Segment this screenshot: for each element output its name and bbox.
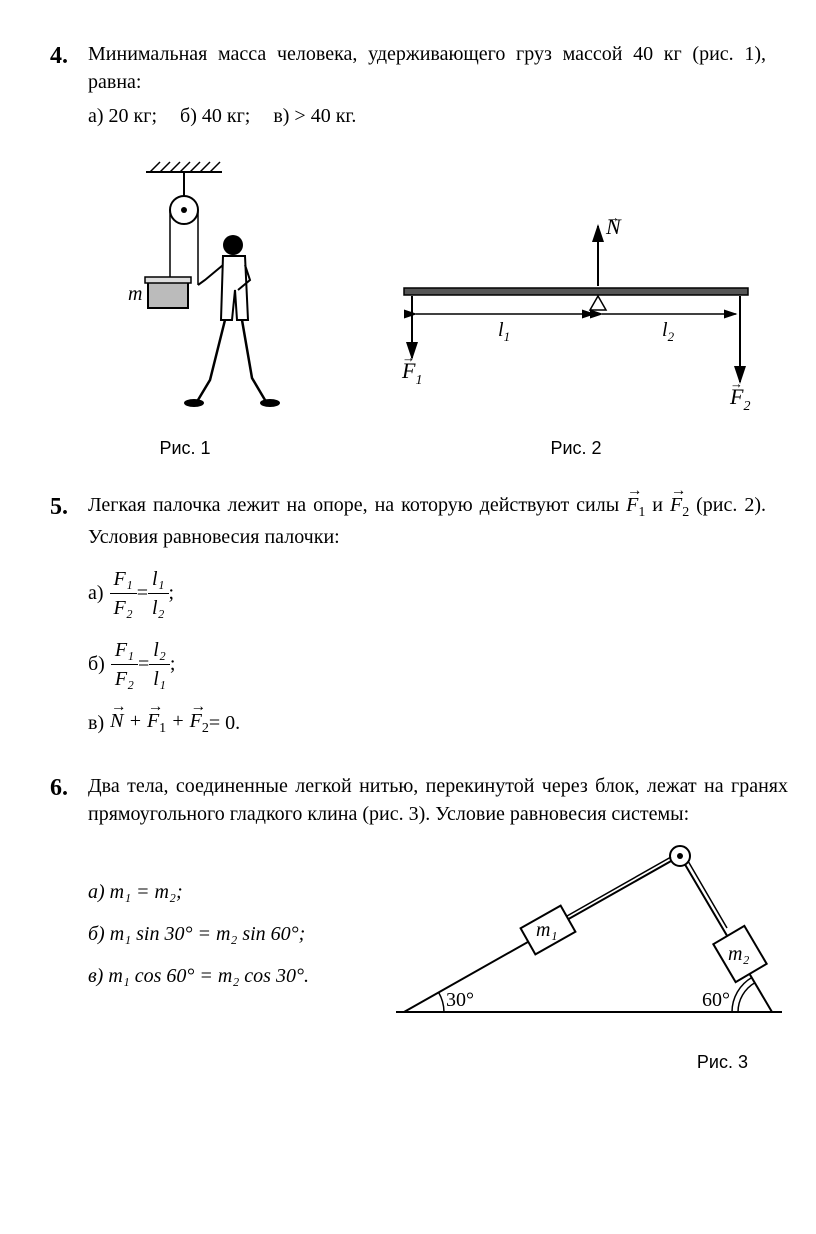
question-text: Два тела, соединенные легкой нитью, пере… bbox=[88, 772, 788, 828]
question-number: 4. bbox=[50, 40, 88, 140]
figure-1-caption: Рис. 1 bbox=[90, 436, 280, 461]
figure-2: → N F1 → F2 → l1 l2 Ри bbox=[386, 210, 766, 461]
option-c: в) m₁ cos 60° = m₂ cos 30°. bbox=[88, 962, 388, 990]
figure-1-svg: m bbox=[90, 160, 280, 420]
label-60: 60° bbox=[702, 989, 730, 1011]
question-options: а) m₁ = m₂; б) m₁ sin 30° = m₂ sin 60°; … bbox=[88, 834, 388, 1004]
option-b: б) 40 кг; bbox=[180, 102, 250, 130]
svg-text:→: → bbox=[402, 350, 415, 365]
option-a: а) 20 кг; bbox=[88, 102, 157, 130]
question-text: Легкая палочка лежит на опоре, на котору… bbox=[88, 491, 766, 551]
question-5: 5. Легкая палочка лежит на опоре, на кот… bbox=[50, 491, 766, 752]
question-body: Легкая палочка лежит на опоре, на котору… bbox=[88, 491, 766, 752]
option-b: б) m₁ sin 30° = m₂ sin 60°; bbox=[88, 920, 388, 948]
option-a: а) F₁F₂ = l₁l₂ ; bbox=[88, 565, 766, 622]
figure-3: m₁ m₂ 30° 60° bbox=[388, 834, 788, 1075]
question-number: 6. bbox=[50, 772, 88, 1075]
option-c: в) > 40 кг. bbox=[273, 102, 356, 130]
question-options: а) 20 кг; б) 40 кг; в) > 40 кг. bbox=[88, 102, 766, 130]
question-body: Минимальная масса человека, удерживающег… bbox=[88, 40, 766, 140]
figure-3-svg: m₁ m₂ 30° 60° bbox=[388, 834, 788, 1034]
option-a: а) m₁ = m₂; bbox=[88, 878, 388, 906]
figure-3-caption: Рис. 3 bbox=[388, 1050, 788, 1075]
figure-2-svg: → N F1 → F2 → l1 l2 bbox=[386, 210, 766, 420]
label-m1: m₁ bbox=[536, 919, 557, 941]
question-6: 6. Два тела, соединенные легкой нитью, п… bbox=[50, 772, 766, 1075]
mass-label-m: m bbox=[128, 283, 142, 305]
label-m2: m₂ bbox=[728, 943, 749, 965]
option-b: б) F₁F₂ = l₂l₁ ; bbox=[88, 636, 766, 693]
figures-row: m Рис. 1 bbox=[90, 160, 766, 461]
figure-2-caption: Рис. 2 bbox=[386, 436, 766, 461]
option-c: в) N + F1 + F2 = 0. bbox=[88, 707, 766, 739]
figure-1: m Рис. 1 bbox=[90, 160, 280, 461]
question-text: Минимальная масса человека, удерживающег… bbox=[88, 40, 766, 96]
question-4: 4. Минимальная масса человека, удерживаю… bbox=[50, 40, 766, 140]
svg-text:l2: l2 bbox=[662, 319, 675, 344]
svg-text:l1: l1 bbox=[498, 319, 510, 344]
label-30: 30° bbox=[446, 989, 474, 1011]
question-number: 5. bbox=[50, 491, 88, 752]
question-body: Два тела, соединенные легкой нитью, пере… bbox=[88, 772, 788, 1075]
svg-text:→: → bbox=[730, 376, 743, 391]
label-N: N bbox=[605, 214, 622, 239]
